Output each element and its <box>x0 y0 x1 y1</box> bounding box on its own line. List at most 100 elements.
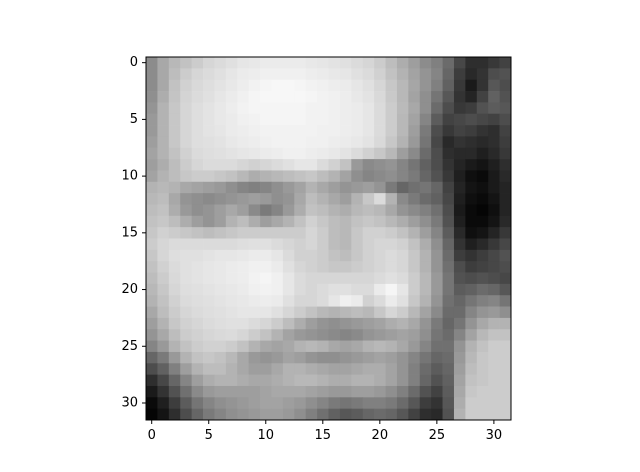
heatmap-cell <box>191 193 204 205</box>
heatmap-cell <box>419 136 432 149</box>
heatmap-cell <box>351 159 364 171</box>
heatmap-cell <box>237 317 250 330</box>
heatmap-cell <box>431 170 443 183</box>
heatmap-cell <box>442 159 455 171</box>
heatmap-cell <box>157 306 170 319</box>
heatmap-cell <box>396 329 409 341</box>
heatmap-cell <box>351 113 364 126</box>
heatmap-cell <box>476 317 489 330</box>
heatmap-cell <box>237 351 250 364</box>
y-tick-label: 15 <box>121 225 138 240</box>
heatmap-cell <box>328 351 341 364</box>
heatmap-cell <box>157 125 170 137</box>
heatmap-cell <box>157 91 170 103</box>
heatmap-cell <box>396 272 409 285</box>
heatmap-cell <box>317 238 329 251</box>
heatmap-cell <box>248 57 261 69</box>
heatmap-cell <box>339 57 352 69</box>
heatmap-cell <box>248 329 261 341</box>
heatmap-cell <box>203 159 215 171</box>
heatmap-cell <box>225 147 238 160</box>
heatmap-cell <box>146 147 158 160</box>
heatmap-cell <box>271 306 284 319</box>
heatmap-cell <box>214 397 227 409</box>
heatmap-cell <box>499 363 512 375</box>
heatmap-cell <box>214 351 227 364</box>
heatmap-cell <box>260 125 272 137</box>
heatmap-cell <box>294 136 307 149</box>
heatmap-cell <box>225 351 238 364</box>
heatmap-cell <box>419 227 432 239</box>
heatmap-cell <box>168 136 181 149</box>
heatmap-cell <box>488 317 500 330</box>
heatmap-cell <box>317 306 329 319</box>
heatmap-cell <box>351 249 364 262</box>
heatmap-cell <box>351 227 364 239</box>
heatmap-cell <box>317 79 329 92</box>
heatmap-cell <box>385 261 398 273</box>
heatmap-cell <box>339 408 352 421</box>
heatmap-cell <box>419 408 432 421</box>
heatmap-cell <box>282 295 295 307</box>
heatmap-cell <box>408 68 421 81</box>
heatmap-cell <box>476 91 489 103</box>
heatmap-cell <box>317 340 329 353</box>
heatmap-cell <box>419 363 432 375</box>
heatmap-cell <box>271 295 284 307</box>
heatmap-cell <box>351 317 364 330</box>
heatmap-cell <box>419 249 432 262</box>
heatmap-cell <box>191 351 204 364</box>
heatmap-cell <box>499 113 512 126</box>
heatmap-cell <box>499 397 512 409</box>
heatmap-cell <box>488 261 500 273</box>
heatmap-cell <box>294 215 307 228</box>
heatmap-cell <box>271 91 284 103</box>
heatmap-cell <box>294 227 307 239</box>
heatmap-cell <box>488 397 500 409</box>
heatmap-cell <box>488 193 500 205</box>
heatmap-cell <box>453 147 466 160</box>
heatmap-cell <box>180 204 192 217</box>
heatmap-cell <box>339 79 352 92</box>
heatmap-cell <box>305 408 318 421</box>
heatmap-cell <box>248 147 261 160</box>
heatmap-cell <box>408 170 421 183</box>
heatmap-cell <box>431 159 443 171</box>
heatmap-cell <box>465 125 478 137</box>
heatmap-cell <box>225 317 238 330</box>
heatmap-cell <box>294 295 307 307</box>
heatmap-cell <box>328 249 341 262</box>
heatmap-cell <box>168 159 181 171</box>
heatmap-cell <box>453 193 466 205</box>
heatmap-cell <box>442 113 455 126</box>
heatmap-cell <box>362 204 375 217</box>
heatmap-cell <box>180 170 192 183</box>
heatmap-cells <box>146 57 512 421</box>
heatmap-cell <box>476 397 489 409</box>
heatmap-cell <box>180 68 192 81</box>
heatmap-cell <box>396 397 409 409</box>
heatmap-cell <box>362 136 375 149</box>
heatmap-cell <box>157 204 170 217</box>
heatmap-cell <box>385 317 398 330</box>
heatmap-cell <box>339 374 352 387</box>
heatmap-cell <box>362 238 375 251</box>
heatmap-cell <box>214 113 227 126</box>
heatmap-cell <box>282 397 295 409</box>
heatmap-cell <box>328 113 341 126</box>
heatmap-cell <box>317 136 329 149</box>
heatmap-cell <box>203 374 215 387</box>
heatmap-cell <box>305 306 318 319</box>
heatmap-cell <box>465 351 478 364</box>
heatmap-cell <box>465 408 478 421</box>
heatmap-cell <box>191 170 204 183</box>
heatmap-cell <box>408 340 421 353</box>
heatmap-cell <box>225 329 238 341</box>
heatmap-cell <box>237 102 250 115</box>
heatmap-cell <box>168 215 181 228</box>
heatmap-cell <box>419 113 432 126</box>
heatmap-cell <box>476 181 489 194</box>
heatmap-cell <box>282 351 295 364</box>
heatmap-cell <box>374 193 386 205</box>
heatmap-cell <box>237 136 250 149</box>
